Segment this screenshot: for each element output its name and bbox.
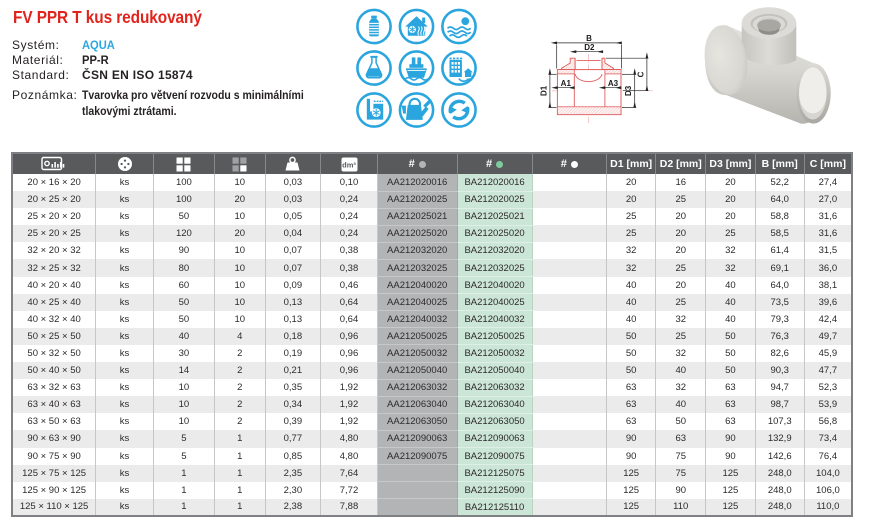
svg-text:C: C bbox=[636, 71, 645, 77]
svg-text:D1: D1 bbox=[540, 85, 549, 96]
svg-text:D3: D3 bbox=[624, 85, 633, 96]
svg-text:D2: D2 bbox=[584, 43, 595, 52]
svg-text:A1: A1 bbox=[561, 79, 572, 88]
svg-text:B: B bbox=[586, 34, 592, 43]
svg-text:dm³: dm³ bbox=[342, 160, 356, 169]
svg-text:A3: A3 bbox=[608, 79, 619, 88]
